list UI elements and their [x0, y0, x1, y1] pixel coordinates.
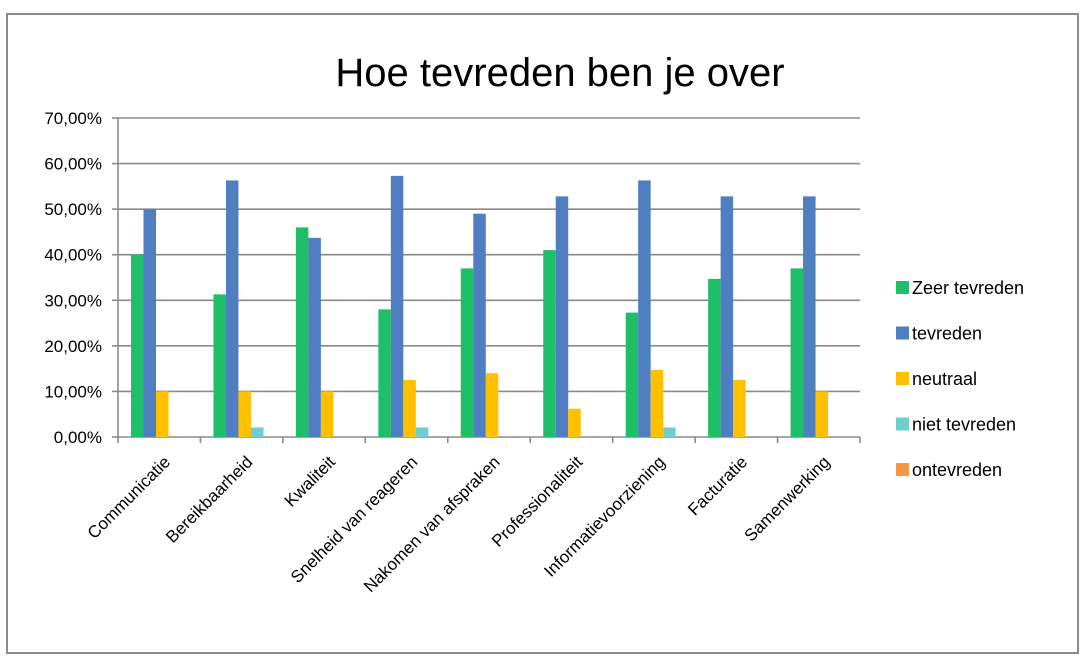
legend-swatch [896, 417, 909, 431]
y-tick-label: 70,00% [44, 109, 102, 128]
bar [708, 278, 721, 437]
legend-label: Zeer tevreden [912, 278, 1024, 298]
bar [403, 380, 416, 437]
bar [415, 427, 429, 437]
category-label: Kwaliteit [281, 452, 339, 510]
bar [250, 427, 264, 437]
bar [625, 312, 639, 437]
bar [803, 196, 816, 437]
bar [131, 254, 144, 437]
bar [720, 196, 734, 437]
bar [238, 391, 251, 437]
bar [555, 196, 569, 437]
legend-swatch [896, 281, 909, 294]
chart-title: Hoe tevreden ben je over [335, 51, 784, 95]
bar [663, 427, 676, 437]
bar [485, 373, 499, 437]
bar [473, 213, 486, 437]
bar [378, 309, 391, 437]
legend-label: niet tevreden [912, 415, 1016, 435]
y-tick-label: 10,00% [44, 382, 102, 401]
category-label: Samenwerking [741, 452, 834, 545]
legend-swatch [896, 372, 909, 385]
bar [295, 227, 309, 437]
bar [650, 370, 664, 437]
bar [213, 294, 226, 437]
y-tick-label: 40,00% [44, 246, 102, 265]
legend-swatch [896, 463, 909, 476]
bar [320, 391, 334, 437]
bar [733, 380, 746, 437]
bar [568, 408, 581, 437]
legend-label: tevreden [912, 324, 982, 344]
bar [815, 391, 829, 437]
legend-label: ontevreden [912, 460, 1002, 480]
y-tick-label: 50,00% [44, 200, 102, 219]
bar [790, 268, 804, 437]
y-tick-label: 0,00% [54, 428, 102, 447]
category-label: Facturatie [684, 452, 751, 519]
y-tick-labels: 0,00% 10,00% 20,00% 30,00% 40,00% 50,00% 60,00… [44, 109, 102, 447]
bar [460, 268, 474, 437]
bar [225, 180, 239, 437]
category-label: Communicatie [84, 452, 174, 542]
bar [308, 237, 321, 437]
bar [156, 391, 169, 437]
y-tick-label: 20,00% [44, 337, 102, 356]
bar [638, 180, 651, 437]
bar [390, 175, 404, 437]
legend-label: neutraal [912, 369, 977, 389]
y-tick-label: 60,00% [44, 155, 102, 174]
category-label: Nakomen van afspraken [360, 452, 504, 596]
y-tick-label: 30,00% [44, 291, 102, 310]
category-label: Bereikbaarheid [162, 452, 256, 546]
bars [131, 175, 829, 437]
legend-swatch [896, 326, 909, 340]
bar [143, 209, 156, 437]
legend: Zeer tevreden tevreden neutraal niet tevred… [896, 278, 1024, 480]
bar [543, 250, 556, 437]
